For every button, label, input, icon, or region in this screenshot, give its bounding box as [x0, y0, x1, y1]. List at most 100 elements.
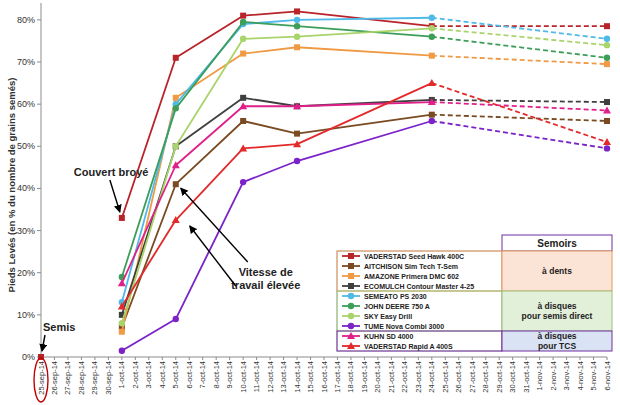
legend-group-label: à disques: [537, 301, 576, 311]
x-tick-label: 24-oct-14: [427, 361, 436, 393]
x-tick: [216, 357, 217, 360]
marker-circle: [604, 55, 610, 61]
x-tick-label: 19-oct-14: [360, 361, 369, 393]
x-tick-label: 28-oct-14: [481, 361, 490, 393]
x-tick-label: 16-oct-14: [320, 361, 329, 393]
x-tick: [445, 357, 446, 360]
annotation-arrow: [181, 188, 248, 262]
y-tick: [37, 230, 41, 231]
legend-marker: [348, 273, 354, 279]
marker-square: [294, 103, 300, 109]
marker-triangle: [428, 79, 436, 86]
x-tick: [499, 357, 500, 360]
marker-square: [429, 112, 435, 118]
marker-circle: [240, 179, 246, 185]
marker-circle: [429, 15, 435, 21]
series-line: [122, 22, 432, 277]
x-tick-label: 29-oct-14: [495, 361, 504, 393]
x-tick-label: 21-oct-14: [387, 361, 396, 393]
marker-circle: [294, 158, 300, 164]
marker-square: [119, 215, 125, 221]
marker-square: [119, 329, 125, 335]
x-tick-label: 10-oct-14: [239, 361, 248, 393]
y-tick: [37, 146, 41, 147]
x-tick-label: 5-oct-14: [171, 361, 180, 389]
legend-label: AITCHISON Sim Tech T-Sem: [364, 263, 458, 270]
legend-label: TUME Nova Combi 3000: [364, 323, 444, 330]
series-line-dashed: [432, 37, 607, 58]
x-tick-label: 23-oct-14: [414, 361, 423, 393]
marker-circle: [429, 34, 435, 40]
annotation-text: Vitesse de: [239, 266, 293, 278]
marker-circle: [604, 42, 610, 48]
series-line-dashed: [432, 83, 607, 142]
x-tick: [256, 357, 257, 360]
x-tick-label: 1-oct-14: [117, 361, 126, 389]
marker-circle: [119, 347, 125, 353]
marker-square: [294, 8, 300, 14]
x-tick-label: 22-oct-14: [400, 361, 409, 393]
x-tick-label: 3-nov-14: [562, 361, 571, 391]
legend: Semoirsà dentsà disquespour semis direct…: [337, 235, 612, 351]
x-tick: [593, 357, 594, 360]
legend-box: [337, 251, 502, 351]
x-tick: [566, 357, 567, 360]
x-tick-label: 6-oct-14: [185, 361, 194, 389]
marker-square: [240, 95, 246, 101]
x-tick: [94, 357, 95, 360]
legend-label: SEMEATO PS 2030: [364, 293, 427, 300]
marker-triangle: [428, 98, 436, 105]
x-tick-label: 25-sep-14: [37, 361, 46, 395]
legend-label: VADERSTAD Rapid A 400S: [364, 343, 453, 351]
marker-circle: [604, 36, 610, 42]
legend-label: VADERSTAD Seed Hawk 400C: [364, 253, 464, 260]
y-tick-label: 70%: [17, 57, 35, 67]
legend-marker: [347, 342, 355, 349]
x-tick-label: 7-oct-14: [198, 361, 207, 389]
y-tick: [37, 272, 41, 273]
legend-marker: [348, 283, 354, 289]
legend-marker: [348, 253, 354, 259]
x-tick: [580, 357, 581, 360]
y-tick-label: 30%: [17, 226, 35, 236]
x-tick-label: 26-oct-14: [454, 361, 463, 393]
legend-title: Semoirs: [537, 238, 577, 249]
x-tick: [553, 357, 554, 360]
marker-circle: [240, 36, 246, 42]
annotation-text: Semis: [43, 321, 75, 333]
marker-square: [173, 95, 179, 101]
annotation-text: travail élevée: [231, 279, 300, 291]
series-line-dashed: [432, 25, 607, 27]
x-tick: [229, 357, 230, 360]
x-tick-label: 26-sep-14: [50, 361, 59, 395]
x-tick-label: 9-oct-14: [225, 361, 234, 389]
annotation-circle: [34, 358, 48, 402]
series-line-dashed: [432, 56, 607, 64]
x-tick: [108, 357, 109, 360]
series-line-dashed: [432, 18, 607, 39]
y-tick: [37, 188, 41, 189]
legend-group-frame: [337, 331, 502, 351]
x-tick: [526, 357, 527, 360]
x-tick: [404, 357, 405, 360]
legend-label: ECOMULCH Contour Master 4-25: [364, 283, 474, 290]
legend-group-label: pour semis direct: [522, 311, 593, 321]
x-tick: [81, 357, 82, 360]
series-line-dashed: [432, 121, 607, 148]
y-tick: [37, 62, 41, 63]
marker-square: [173, 143, 179, 149]
annotation-arrow: [190, 226, 236, 286]
legend-marker: [348, 323, 354, 329]
x-tick: [512, 357, 513, 360]
y-tick-label: 80%: [17, 15, 35, 25]
marker-square: [294, 131, 300, 137]
x-tick: [418, 357, 419, 360]
x-tick-label: 18-oct-14: [346, 361, 355, 393]
x-tick-label: 13-oct-14: [279, 361, 288, 393]
x-tick: [243, 357, 244, 360]
marker-square: [173, 181, 179, 187]
legend-group-box: [502, 331, 612, 351]
legend-label: AMAZONE Primera DMC 602: [364, 273, 459, 280]
marker-square: [604, 61, 610, 67]
marker-triangle: [239, 144, 247, 151]
